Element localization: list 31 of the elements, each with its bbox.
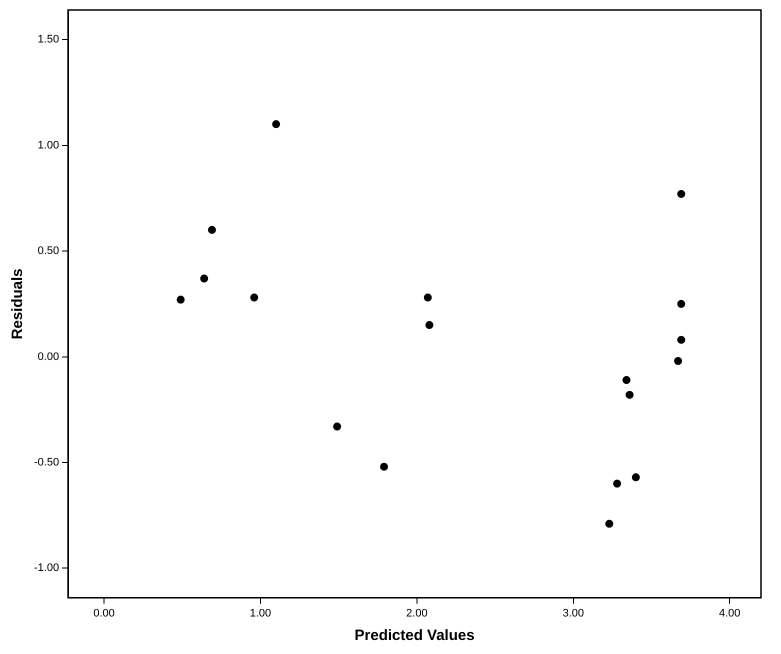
point	[622, 376, 630, 384]
x-tick-label: 0.00	[93, 607, 115, 620]
y-tick-label: 1.00	[38, 139, 60, 152]
point	[605, 520, 614, 528]
x-tick-label: 2.00	[406, 607, 428, 620]
point	[208, 226, 216, 234]
point	[632, 473, 640, 482]
point	[200, 274, 208, 283]
x-tick-label: 3.00	[562, 607, 584, 620]
x-axis-title: Predicted Values	[354, 627, 475, 644]
y-tick-label: 0.50	[38, 245, 60, 258]
point	[272, 120, 280, 128]
x-tick-label: 4.00	[719, 607, 740, 620]
x-tick-label: 1.00	[250, 607, 272, 620]
point	[626, 390, 634, 399]
point	[333, 422, 342, 431]
point	[674, 356, 682, 365]
point	[424, 294, 432, 302]
point	[425, 321, 434, 330]
y-tick-label: 0.00	[38, 350, 60, 363]
y-tick-label: -0.50	[34, 456, 60, 469]
y-axis-title: Residuals	[9, 268, 26, 340]
y-tick-label: 1.50	[38, 34, 60, 46]
point	[250, 294, 258, 302]
y-tick-label: -1.00	[34, 562, 60, 574]
point	[176, 296, 185, 304]
point	[677, 300, 686, 308]
point	[677, 190, 686, 198]
point	[613, 480, 622, 488]
point	[677, 336, 686, 344]
point	[380, 462, 388, 471]
